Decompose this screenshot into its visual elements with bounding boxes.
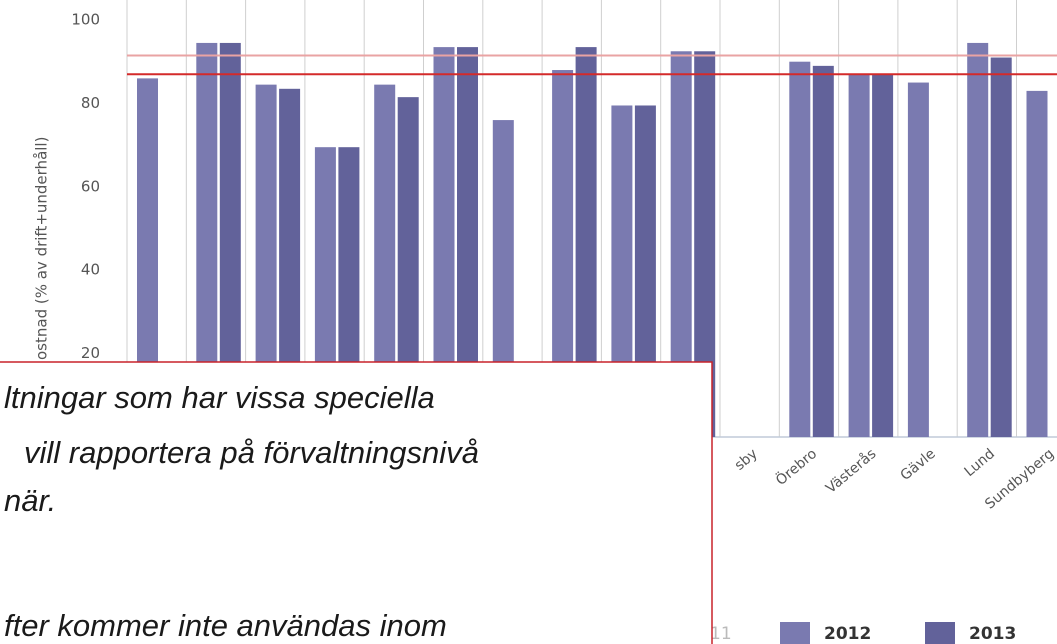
bar xyxy=(789,61,811,437)
annotation-line: ltningar som har vissa speciella xyxy=(4,380,435,415)
y-tick-label: 40 xyxy=(81,261,100,279)
x-tick-label: Gävle xyxy=(898,446,939,484)
bar xyxy=(492,120,514,437)
annotation-box xyxy=(0,361,713,644)
bar xyxy=(219,42,241,438)
legend-label: 2013 xyxy=(969,624,1016,644)
annotation-line: vill rapportera på förvaltningsnivå xyxy=(24,435,479,470)
bar xyxy=(374,84,396,437)
y-axis-label: ostnad (% av drift+underhåll) xyxy=(33,137,51,360)
bar xyxy=(848,74,870,438)
bar xyxy=(457,47,478,437)
bar xyxy=(611,105,633,438)
y-tick-label: 60 xyxy=(81,177,100,195)
bar xyxy=(990,57,1012,437)
y-tick-label: 100 xyxy=(71,11,100,29)
bar xyxy=(575,47,597,437)
bar xyxy=(397,97,419,438)
bar xyxy=(812,65,834,438)
bar xyxy=(634,105,656,438)
y-tick-label: 20 xyxy=(81,344,100,362)
annotation-line: när. xyxy=(4,483,56,518)
bar xyxy=(279,88,301,438)
x-tick-label: Västerås xyxy=(822,445,879,497)
x-tick-label: Lund xyxy=(962,446,998,480)
bar xyxy=(552,70,574,437)
legend-fragment: 11 xyxy=(710,624,732,644)
bar xyxy=(872,74,894,438)
x-tick-label: Örebro xyxy=(772,444,820,489)
legend-label: 2012 xyxy=(824,624,871,644)
bar xyxy=(967,42,989,438)
bar xyxy=(670,51,692,438)
bar xyxy=(137,78,158,437)
annotation-line: fter kommer inte användas inom xyxy=(4,608,447,643)
legend-swatch xyxy=(925,622,955,644)
bar xyxy=(433,47,455,437)
bar xyxy=(196,42,218,438)
y-tick-label: 80 xyxy=(81,94,100,112)
x-tick-label: sby xyxy=(732,446,761,474)
legend-swatch xyxy=(780,622,810,644)
bar xyxy=(1026,90,1048,437)
bar xyxy=(255,84,277,437)
bar xyxy=(694,51,716,438)
bar xyxy=(907,82,929,438)
